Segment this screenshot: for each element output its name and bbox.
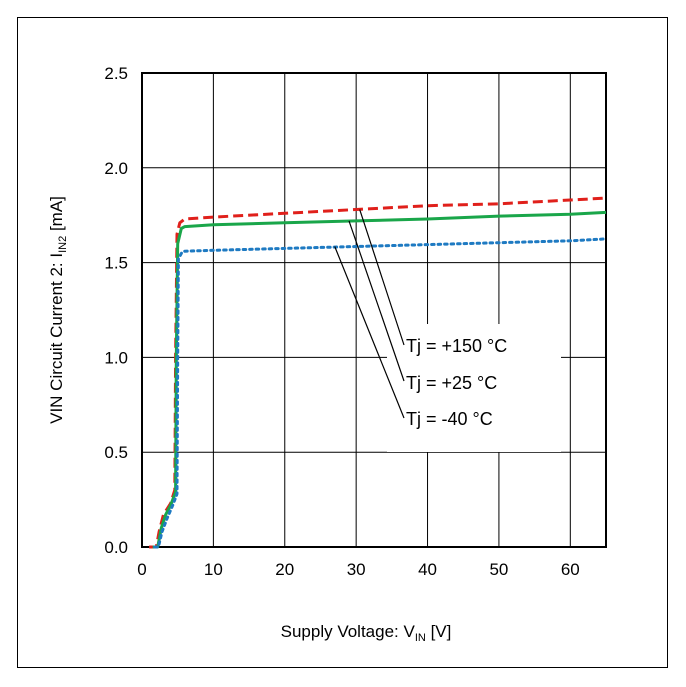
x-tick-label: 60	[561, 560, 580, 579]
legend-label-150: Tj = +150 °C	[406, 336, 507, 356]
y-tick-label: 1.0	[104, 348, 128, 367]
y-axis-label: VIN Circuit Current 2: IIN2 [mA]	[47, 196, 69, 424]
legend: Tj = +150 °C Tj = +25 °C Tj = -40 °C	[334, 209, 561, 452]
plot-area	[141, 72, 607, 548]
y-tick-label: 0.5	[104, 443, 128, 462]
y-tick-label: 0.0	[104, 538, 128, 557]
x-tick-label: 0	[137, 560, 146, 579]
x-tick-label: 40	[418, 560, 437, 579]
y-tick-label: 1.5	[104, 254, 128, 273]
leader-line	[359, 209, 405, 346]
legend-label-minus40: Tj = -40 °C	[406, 409, 493, 429]
x-tick-label: 10	[204, 560, 223, 579]
y-tick-label: 2.5	[104, 64, 128, 83]
x-tick-label: 20	[275, 560, 294, 579]
legend-label-25: Tj = +25 °C	[406, 373, 497, 393]
leader-line	[334, 246, 405, 419]
legend-background	[387, 324, 561, 452]
x-axis-label: Supply Voltage: VIN [V]	[281, 622, 452, 644]
leader-line	[348, 220, 405, 382]
x-tick-label: 50	[489, 560, 508, 579]
series-layer	[149, 196, 608, 549]
legend-leader-lines	[334, 209, 405, 419]
grid	[142, 73, 606, 547]
y-tick-label: 2.0	[104, 159, 128, 178]
series-line-0	[149, 196, 607, 549]
x-tick-label: 30	[347, 560, 366, 579]
series-line-2	[153, 237, 608, 549]
tick-labels: 0 10 20 30 40 50 60 0.0 0.5 1.0 1.5 2.0 2.5	[104, 64, 579, 579]
series-line-1	[152, 210, 607, 549]
